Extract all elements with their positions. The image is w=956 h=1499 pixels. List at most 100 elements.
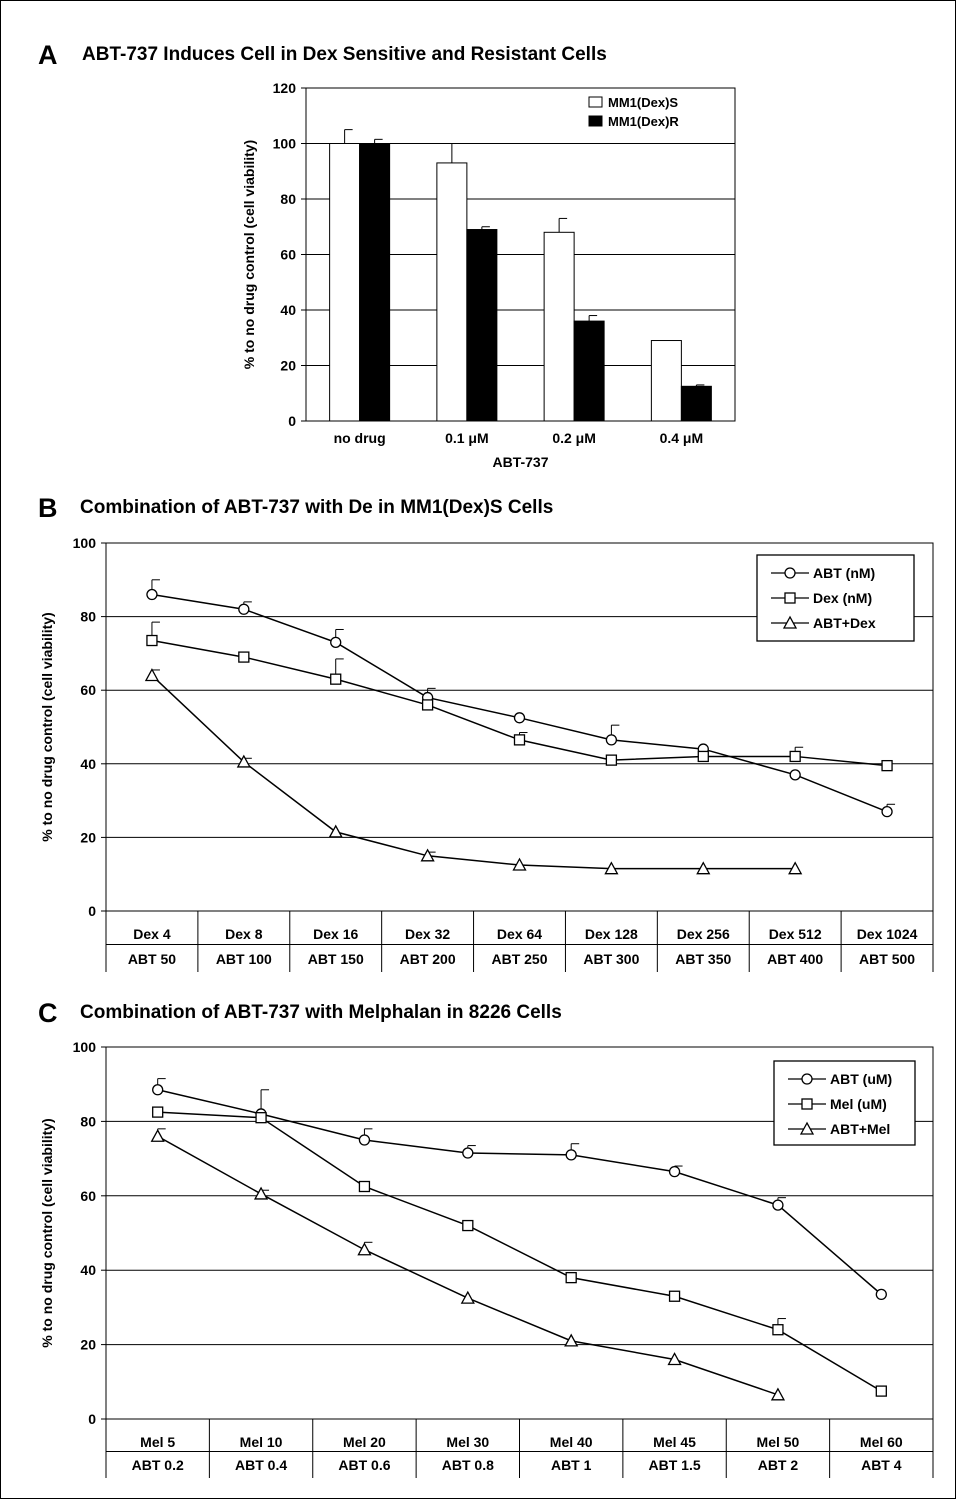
b-point-square [146,634,158,647]
a-y-tick-label: 100 [273,136,297,152]
panel-c-letter: C [38,998,58,1028]
c-point-square [772,1324,784,1336]
b-category-label-2: ABT 500 [859,951,915,967]
b-category-label-2: ABT 200 [400,951,456,967]
b-point-square [330,673,342,685]
b-category-label-1: Dex 32 [405,926,450,942]
b-legend-label: ABT (nM) [813,565,875,581]
c-point-circle [875,1288,887,1301]
b-category-label-2: ABT 350 [675,951,731,967]
b-point-circle [605,734,618,746]
b-point-triangle [144,668,160,682]
c-point-square [255,1112,267,1124]
c-y-axis-label: % to no drug control (cell viability) [39,1118,55,1347]
b-point-circle [238,603,250,615]
c-point-triangle [564,1333,579,1347]
a-legend-swatch [588,96,603,108]
a-y-tick-label: 120 [273,80,297,96]
b-series-line [151,674,796,870]
a-bar-resistant [680,385,712,422]
b-y-tick-label: 60 [80,682,96,698]
c-category-label-1: Mel 10 [240,1434,283,1450]
a-x-tick-label: 0.2 μM [552,430,596,446]
panel-c-title: Combination of ABT-737 with Melphalan in… [80,1002,562,1023]
c-legend-label: ABT+Mel [830,1121,890,1137]
a-y-axis-label: % to no drug control (cell viability) [241,140,257,369]
c-category-label-1: Mel 40 [550,1434,593,1450]
b-legend-marker [784,592,796,604]
b-category-label-1: Dex 64 [497,926,542,942]
c-category-label-1: Mel 20 [343,1434,386,1450]
c-y-tick-label: 100 [73,1039,97,1055]
c-legend-label: ABT (uM) [830,1071,892,1087]
b-point-circle [881,805,893,818]
b-y-tick-label: 100 [73,535,97,551]
b-category-label-1: Dex 512 [769,926,822,942]
c-point-square [152,1106,164,1118]
b-point-triangle [420,848,435,862]
c-category-label-2: ABT 4 [861,1457,902,1473]
c-point-square [668,1290,681,1302]
c-legend-box [773,1060,916,1146]
b-point-triangle [512,857,527,871]
c-y-tick-label: 0 [88,1411,96,1427]
b-legend-label: Dex (nM) [813,590,872,606]
c-point-square [462,1219,474,1232]
b-y-axis-label: % to no drug control (cell viability) [39,612,55,841]
c-category-label-2: ABT 2 [758,1457,799,1473]
b-legend-label: ABT+Dex [813,615,876,631]
b-point-circle [146,588,158,601]
a-x-tick-label: no drug [334,430,386,446]
a-legend-swatch [588,115,603,127]
b-category-label-2: ABT 400 [767,951,823,967]
b-category-label-2: ABT 250 [491,951,547,967]
a-y-tick-label: 60 [280,247,296,263]
a-bar-sensitive [436,162,468,422]
c-point-square [358,1180,371,1193]
a-bar-resistant [359,143,391,422]
a-y-tick-label: 0 [288,413,296,429]
b-point-square [605,754,618,766]
b-point-triangle [604,861,619,875]
a-legend-label: MM1(Dex)S [608,95,678,110]
c-y-tick-label: 20 [80,1337,96,1353]
b-point-triangle [236,754,251,768]
b-category-label-2: ABT 50 [128,951,176,967]
b-legend-marker [784,567,796,579]
a-y-tick-label: 40 [280,302,296,318]
b-y-tick-label: 20 [80,829,96,845]
c-y-tick-label: 60 [80,1188,96,1204]
c-point-circle [668,1165,681,1178]
a-x-tick-label: 0.4 μM [660,430,704,446]
c-point-triangle [667,1352,682,1366]
b-legend-marker [782,615,798,629]
c-point-circle [462,1147,474,1159]
b-point-triangle [696,861,711,875]
c-category-label-1: Mel 30 [446,1434,489,1450]
b-category-label-1: Dex 128 [585,926,638,942]
c-series-line [157,1089,882,1295]
c-category-label-2: ABT 1.5 [649,1457,701,1473]
a-x-axis-label: ABT-737 [492,454,548,470]
c-point-square [565,1271,577,1284]
c-legend-marker [799,1121,815,1135]
panel-b-title: Combination of ABT-737 with De in MM1(De… [80,497,554,518]
panel-a-title: ABT-737 Induces Cell in Dex Sensitive an… [82,44,607,65]
b-category-label-1: Dex 16 [313,926,358,942]
b-category-label-2: ABT 150 [308,951,364,967]
b-point-square [789,750,801,763]
c-point-triangle [770,1387,786,1401]
b-point-square [421,699,434,711]
c-series-line [157,1111,882,1392]
c-category-label-2: ABT 0.6 [338,1457,390,1473]
c-point-circle [358,1134,371,1146]
a-x-tick-label: 0.1 μM [445,430,489,446]
b-y-tick-label: 80 [80,609,96,625]
c-category-label-2: ABT 1 [551,1457,592,1473]
c-category-label-1: Mel 45 [653,1434,696,1450]
a-bar-sensitive [650,340,682,422]
c-point-triangle [357,1242,372,1256]
b-category-label-1: Dex 256 [677,926,730,942]
c-category-label-1: Mel 5 [140,1434,175,1450]
